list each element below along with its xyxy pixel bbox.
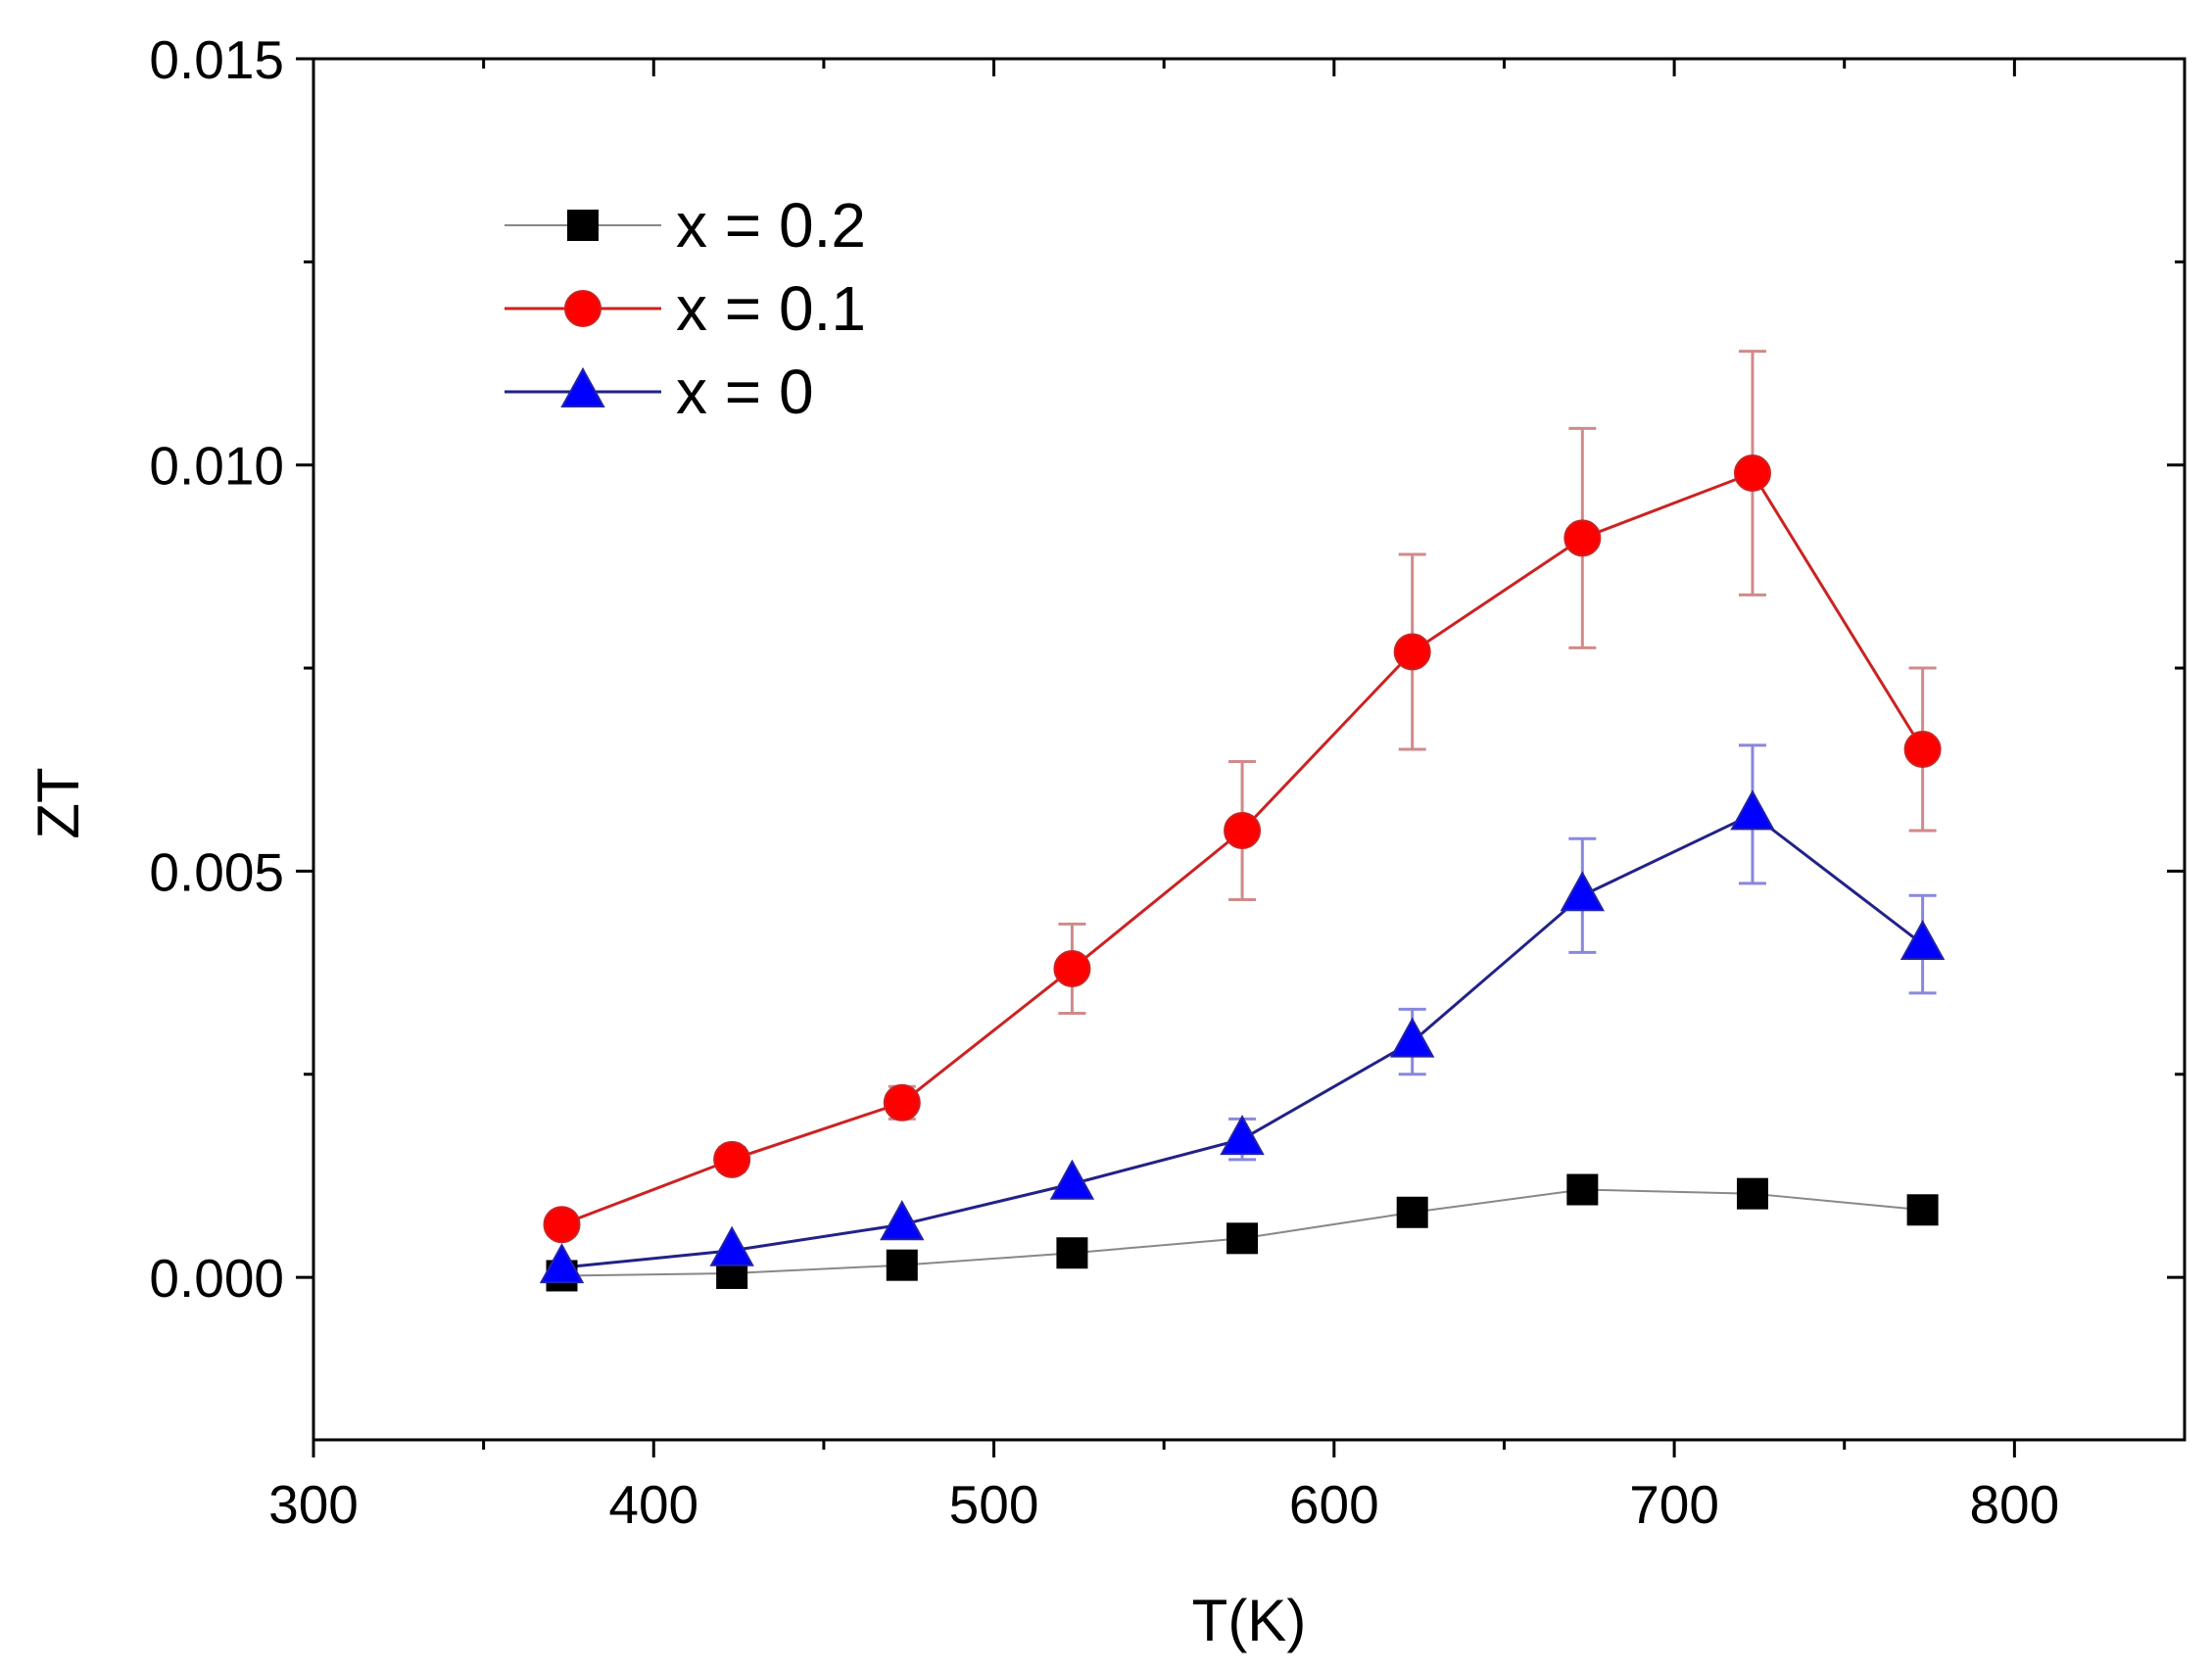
data-point <box>1566 1173 1599 1206</box>
legend-label: x = 0 <box>676 357 814 427</box>
data-point <box>543 1206 581 1244</box>
data-point <box>880 1200 925 1241</box>
legend-label: x = 0.2 <box>676 190 866 261</box>
data-point <box>1056 1237 1088 1269</box>
legend: x = 0.2 x = 0.1 x = 0 <box>505 190 866 427</box>
data-point <box>1220 1115 1265 1156</box>
data-point <box>1049 1159 1095 1200</box>
y-axis-title: ZT <box>25 767 91 838</box>
plot-frame <box>312 57 2187 1442</box>
x-tick-label: 800 <box>1969 1474 2059 1535</box>
data-point <box>886 1249 918 1281</box>
x-tick-label: 300 <box>268 1474 359 1535</box>
data-point <box>1899 919 1946 961</box>
data-point <box>1736 1177 1768 1210</box>
y-tick-label: 0.010 <box>149 436 284 497</box>
legend-marker <box>560 366 605 407</box>
x-axis-title: T(K) <box>1192 1588 1307 1653</box>
data-point <box>1053 949 1091 987</box>
data-point <box>883 1083 921 1122</box>
axis-ticks: 300 400 500 600 700 800 0.000 0.005 0.010 0.015 <box>149 29 2185 1535</box>
data-point <box>1730 789 1775 831</box>
data-point <box>1393 633 1431 671</box>
x-tick-label: 600 <box>1289 1474 1379 1535</box>
y-tick-label: 0.015 <box>149 29 284 90</box>
data-point <box>1906 1194 1939 1226</box>
data-point <box>539 1243 585 1284</box>
x-tick-label: 400 <box>608 1474 698 1535</box>
legend-marker <box>567 210 599 241</box>
data-point <box>1226 1222 1259 1255</box>
y-tick-label: 0.005 <box>149 841 284 902</box>
series-markers <box>539 454 1946 1292</box>
data-point <box>1396 1196 1428 1228</box>
data-point <box>1389 1017 1435 1058</box>
x-tick-label: 700 <box>1629 1474 1719 1535</box>
x-tick-label: 500 <box>949 1474 1039 1535</box>
data-point <box>1733 454 1771 492</box>
legend-label: x = 0.1 <box>676 273 866 344</box>
legend-marker <box>564 290 601 327</box>
y-tick-label: 0.000 <box>149 1248 284 1309</box>
data-point <box>1903 731 1942 768</box>
data-point <box>1563 519 1602 557</box>
data-point <box>1224 811 1262 849</box>
data-point <box>1560 871 1606 912</box>
data-point <box>713 1140 751 1178</box>
data-point <box>709 1225 754 1266</box>
